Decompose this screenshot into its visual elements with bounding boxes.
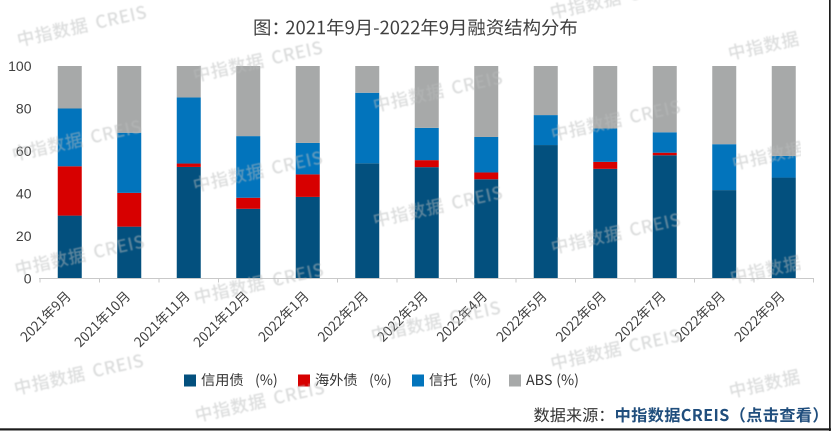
svg-text:0: 0: [24, 270, 32, 286]
svg-text:80: 80: [16, 100, 32, 116]
svg-text:20: 20: [16, 228, 32, 244]
svg-text:40: 40: [16, 185, 32, 201]
svg-text:100: 100: [8, 58, 32, 74]
